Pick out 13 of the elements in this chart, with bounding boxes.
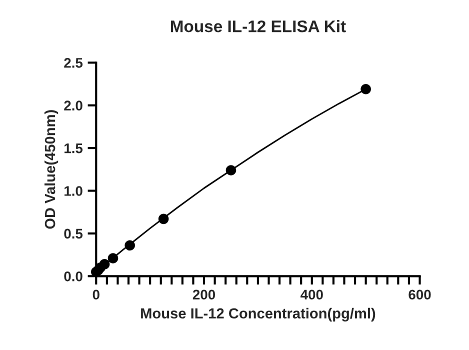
- x-tick-label: 0: [92, 290, 100, 300]
- chart-title: Mouse IL-12 ELISA Kit: [170, 20, 346, 32]
- y-tick-label: 0.5: [64, 228, 83, 239]
- x-tick-label: 400: [300, 290, 323, 300]
- x-tick-label: 200: [192, 290, 216, 300]
- y-tick-label: 2.0: [64, 100, 82, 111]
- y-tick-label: 2.5: [64, 58, 83, 68]
- y-tick-label: 1.5: [64, 144, 83, 154]
- y-axis-title: OD Value(450nm): [44, 110, 58, 229]
- y-tick-label: 0.0: [64, 271, 82, 282]
- x-tick-label: 600: [408, 290, 431, 300]
- x-axis-title: Mouse IL-12 Concentration(pg/ml): [141, 308, 376, 322]
- y-tick-label: 1.0: [64, 186, 82, 196]
